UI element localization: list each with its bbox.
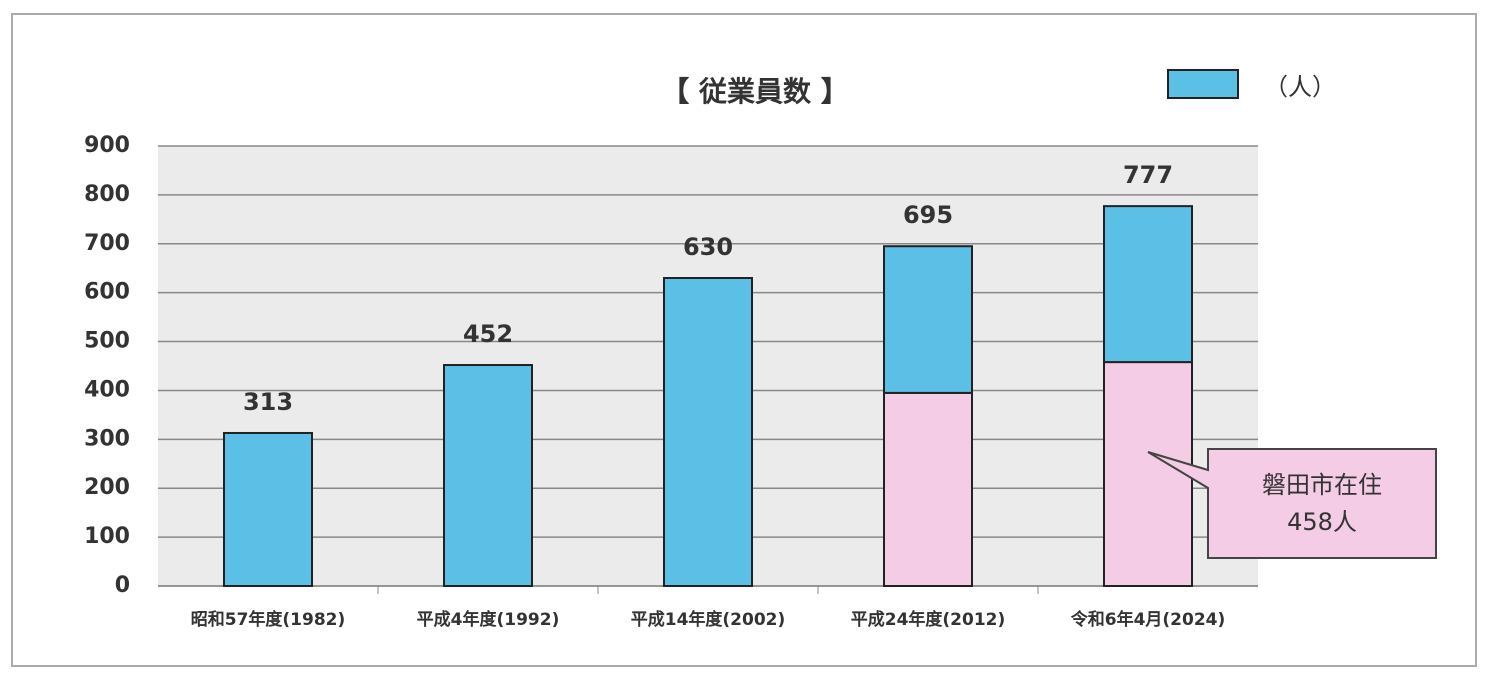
- legend-label: （人）: [1264, 73, 1336, 101]
- y-tick-label: 500: [84, 329, 130, 354]
- y-tick-label: 300: [84, 426, 130, 451]
- y-tick-label: 800: [84, 182, 130, 207]
- chart-title: 【 従業員数 】: [661, 75, 849, 108]
- total-label: 695: [903, 201, 953, 229]
- x-tick-label: 昭和57年度(1982): [191, 609, 346, 630]
- total-label: 313: [243, 388, 293, 416]
- total-label: 630: [683, 233, 733, 261]
- bar-segment: [883, 391, 973, 587]
- bar-segment: [883, 245, 973, 394]
- x-tick-label: 平成4年度(1992): [417, 609, 560, 630]
- callout: [1147, 448, 1437, 559]
- x-tick-label: 平成14年度(2002): [631, 609, 786, 630]
- bar-segment: [1103, 205, 1193, 364]
- total-label: 777: [1123, 161, 1173, 189]
- y-tick-label: 200: [84, 475, 130, 500]
- total-label: 452: [463, 320, 513, 348]
- callout-value: 458人: [1287, 508, 1357, 536]
- y-tick-label: 0: [115, 573, 130, 598]
- bar-segment: [1103, 361, 1193, 588]
- x-tick-label: 平成24年度(2012): [851, 609, 1006, 630]
- bar-segment: [443, 364, 533, 587]
- bar-segment: [223, 431, 313, 587]
- y-tick-label: 100: [84, 524, 130, 549]
- callout-name: 磐田市在住: [1262, 471, 1382, 499]
- y-tick-label: 700: [84, 231, 130, 256]
- y-tick-label: 900: [84, 133, 130, 158]
- y-tick-label: 600: [84, 280, 130, 305]
- x-tick-label: 令和6年4月(2024): [1071, 609, 1226, 630]
- legend-swatch: [1167, 69, 1239, 99]
- bar-segment: [663, 277, 753, 587]
- y-tick-label: 400: [84, 377, 130, 402]
